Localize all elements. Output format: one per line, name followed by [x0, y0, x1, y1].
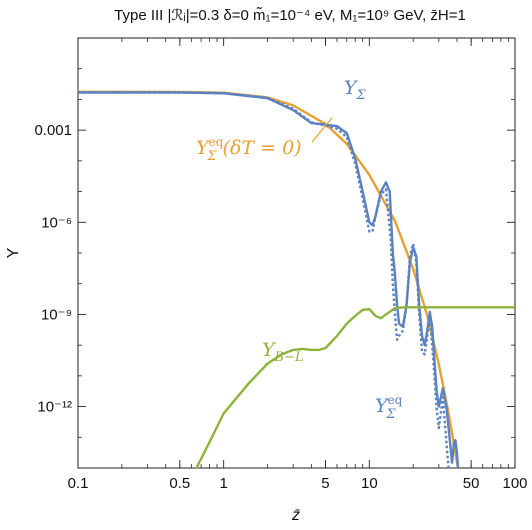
series-line: [78, 90, 450, 468]
ticks-layer: 0.1 0.5 1 5 10 50 100 0.001 10⁻⁶ 10⁻⁹ 10⁻¹²: [34, 37, 528, 492]
series-line: [195, 306, 515, 468]
y-tick-label: 0.001: [34, 122, 72, 139]
x-tick-label: 0.5: [169, 475, 190, 492]
series-label: YB−L: [262, 339, 304, 365]
chart-title: Type III |ℛᵢ|=0.3 δ=0 m̃₁=10⁻⁴ eV, M₁=10…: [114, 7, 466, 24]
y-axis-label: Y: [5, 247, 22, 258]
x-axis-label: z̄: [291, 507, 300, 524]
y-tick-label: 10⁻⁶: [41, 214, 72, 231]
x-tick-label: 100: [502, 475, 527, 492]
series-layer: [78, 90, 515, 468]
x-tick-label: 1: [219, 475, 227, 492]
labels-layer: YΣ Yeq Σ (δT = 0) YB−L Yeq Σ: [196, 77, 403, 422]
x-tick-label: 5: [321, 475, 329, 492]
plot-frame: [77, 37, 516, 469]
series-label: YΣ: [344, 77, 367, 103]
label-leader-line: [311, 117, 333, 143]
series-label: Yeq Σ (δT = 0): [196, 135, 302, 164]
series-label: Yeq Σ: [375, 393, 403, 422]
y-tick-label: 10⁻¹²: [37, 399, 72, 416]
y-tick-label: 10⁻⁹: [41, 306, 72, 323]
x-tick-label: 50: [463, 475, 480, 492]
x-tick-label: 10: [361, 475, 378, 492]
x-tick-label: 0.1: [68, 475, 89, 492]
